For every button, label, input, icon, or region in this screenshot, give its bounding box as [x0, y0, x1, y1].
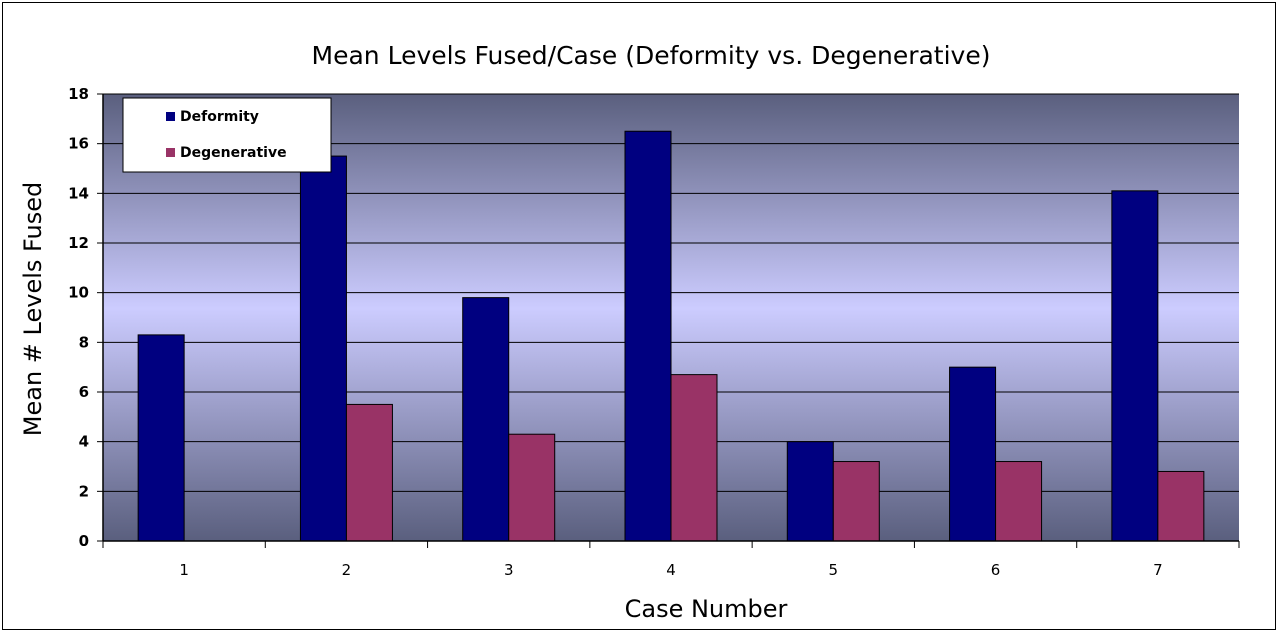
- y-tick-label: 16: [68, 135, 89, 153]
- bar-deformity-case-6: [949, 366, 997, 542]
- y-tick-labels: 0 2 4 6 8 10 12 14 16 18: [68, 85, 89, 550]
- bars: [137, 130, 1205, 542]
- y-tick-label: 12: [68, 234, 89, 252]
- legend-label-degenerative: Degenerative: [180, 145, 287, 161]
- y-tick-label: 2: [79, 482, 89, 500]
- bar-degenerative-case-4: [670, 374, 718, 542]
- bar-deformity-case-3: [462, 297, 510, 542]
- y-tick-label: 18: [68, 85, 89, 103]
- x-tick-label: 2: [342, 561, 352, 579]
- x-tick-label: 7: [1153, 561, 1163, 579]
- legend: Deformity Degenerative: [122, 97, 332, 173]
- axes: [97, 93, 1240, 548]
- x-tick-label: 6: [991, 561, 1001, 579]
- x-tick-labels: 1 2 3 4 5 6 7: [179, 561, 1162, 579]
- bar-deformity-case-7: [1111, 190, 1159, 542]
- y-tick-label: 8: [79, 333, 89, 351]
- legend-box: [122, 97, 332, 173]
- x-axis-label: Case Number: [625, 595, 788, 623]
- legend-label-deformity: Deformity: [180, 109, 259, 125]
- legend-swatch-degenerative: [166, 148, 175, 157]
- bar-degenerative-case-2: [345, 403, 393, 542]
- x-tick-label: 4: [666, 561, 676, 579]
- bar-degenerative-case-6: [995, 461, 1043, 542]
- x-tick-label: 5: [829, 561, 839, 579]
- bar-degenerative-case-7: [1157, 470, 1205, 542]
- bar-deformity-case-2: [299, 155, 347, 542]
- bar-deformity-case-1: [137, 334, 185, 542]
- y-tick-label: 0: [79, 532, 89, 550]
- bar-deformity-case-4: [624, 130, 672, 542]
- bar-degenerative-case-3: [508, 433, 556, 542]
- y-tick-label: 6: [79, 383, 89, 401]
- bar-degenerative-case-5: [832, 461, 880, 542]
- y-tick-label: 4: [79, 433, 89, 451]
- x-tick-label: 1: [179, 561, 189, 579]
- y-tick-label: 14: [68, 184, 89, 202]
- x-tick-label: 3: [504, 561, 514, 579]
- legend-swatch-deformity: [166, 112, 175, 121]
- chart-title: Mean Levels Fused/Case (Deformity vs. De…: [312, 41, 991, 70]
- y-tick-label: 10: [68, 284, 89, 302]
- bar-deformity-case-5: [786, 441, 834, 542]
- y-axis-label: Mean # Levels Fused: [19, 182, 47, 436]
